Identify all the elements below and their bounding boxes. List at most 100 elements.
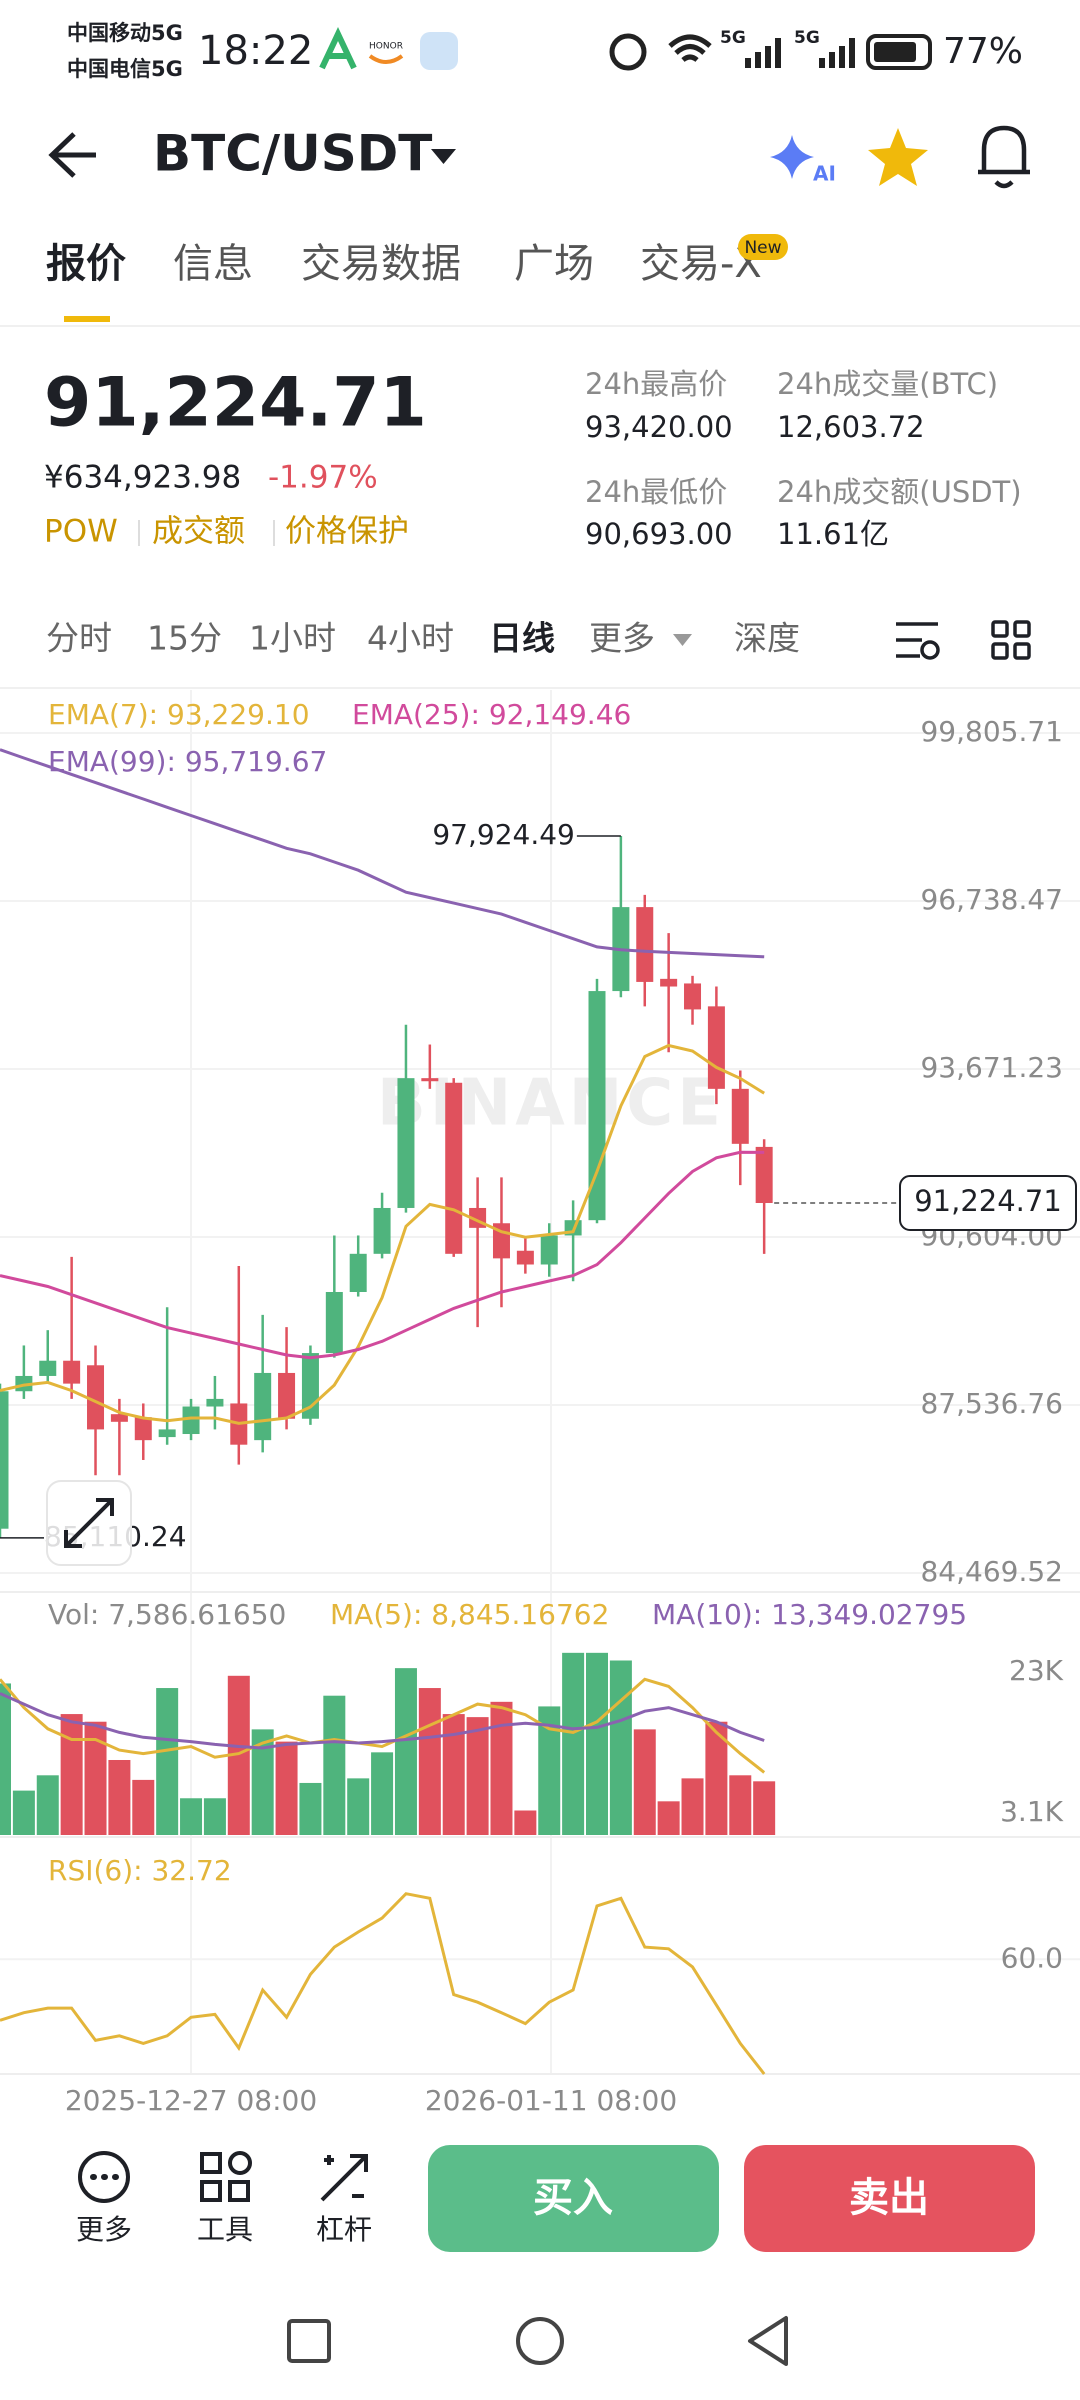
y-tick-label: 87,536.76 <box>920 1387 1063 1420</box>
app-icon <box>319 26 357 70</box>
indicator-line <box>0 1892 766 2075</box>
volume-bar <box>84 1721 107 1835</box>
volume-bar <box>371 1752 394 1835</box>
stat-value: 90,693.00 <box>585 517 733 551</box>
indicator-line <box>0 1043 765 1425</box>
interval[interactable]: 深度 <box>734 619 800 658</box>
buy-button[interactable] <box>428 2145 719 2252</box>
expand-button[interactable] <box>46 1480 132 1566</box>
interval[interactable]: 15分 <box>147 619 222 658</box>
volume-bar <box>705 1721 728 1835</box>
candle-body <box>325 1291 343 1354</box>
candle-body <box>707 1006 725 1089</box>
indicator-line <box>0 1677 766 1774</box>
interval[interactable]: 分时 <box>46 619 112 658</box>
buy-label[interactable]: 买入 <box>533 2175 613 2221</box>
tab[interactable]: 广场 <box>514 241 594 287</box>
more-icon[interactable] <box>78 2151 130 2203</box>
candle-body <box>182 1406 200 1435</box>
network-label: 5G <box>794 28 820 48</box>
volume-bar <box>251 1729 274 1835</box>
volume-bar <box>562 1652 585 1835</box>
volume-bar <box>227 1675 250 1835</box>
toolbar-label[interactable]: 工具 <box>197 2213 253 2246</box>
tag[interactable]: POW <box>44 514 118 550</box>
toolbar-label[interactable]: 杠杆 <box>316 2213 372 2246</box>
tools-icon[interactable] <box>200 2151 252 2202</box>
volume-bar <box>681 1778 704 1835</box>
volume-bar <box>418 1688 441 1835</box>
candle-body <box>516 1250 534 1265</box>
sell-label[interactable]: 卖出 <box>849 2175 929 2221</box>
tab[interactable]: 信息 <box>173 241 253 287</box>
leverage-icon[interactable] <box>320 2154 368 2202</box>
volume-bar <box>490 1701 513 1835</box>
y-tick-label: 84,469.52 <box>920 1555 1063 1588</box>
interval[interactable]: 更多 <box>589 619 655 658</box>
interval[interactable]: 4小时 <box>367 619 454 658</box>
stat-label: 24h成交额(USDT) <box>777 475 1022 509</box>
divider <box>0 1591 1080 1593</box>
y-tick-label: 96,738.47 <box>920 883 1063 916</box>
volume-label: Vol: 7,586.61650 <box>48 1598 286 1631</box>
toolbar-label[interactable]: 更多 <box>76 2213 132 2246</box>
indicator-line <box>0 1150 765 1360</box>
volume-bar <box>12 1790 35 1835</box>
candle-body <box>755 1146 773 1204</box>
interval[interactable]: 日线 <box>489 619 555 658</box>
chart-layer: BINANCE99,805.7196,738.4793,671.2390,604… <box>0 698 1080 2117</box>
candle-body <box>349 1253 367 1292</box>
divider <box>0 687 1080 689</box>
volume-bar <box>753 1781 776 1835</box>
volume-bar <box>299 1782 322 1835</box>
tag[interactable]: 成交额 <box>152 514 245 550</box>
alert-button[interactable] <box>978 125 1030 189</box>
y-tick-label: 23K <box>1009 1654 1064 1687</box>
candle-body <box>421 1078 439 1082</box>
more-dropdown[interactable] <box>673 634 692 646</box>
ai-button[interactable] <box>770 135 814 179</box>
stat-label: 24h最低价 <box>585 475 727 509</box>
last-price-label: 91,224.71 <box>914 1184 1062 1218</box>
candle-body <box>63 1360 81 1384</box>
indicator-line <box>0 748 765 959</box>
indicator-button <box>920 640 940 660</box>
app-icon <box>368 54 404 64</box>
pair-title[interactable]: BTC/USDT <box>153 125 432 183</box>
favorite-button[interactable] <box>868 128 928 186</box>
candle-body <box>134 1417 152 1441</box>
app-icon <box>420 32 458 70</box>
legend-entry: MA(10): 13,349.02795 <box>652 1598 967 1631</box>
back-button[interactable] <box>48 132 96 178</box>
layout-button[interactable] <box>991 620 1031 660</box>
y-tick-label: 3.1K <box>1000 1795 1064 1828</box>
carrier: 中国电信5G <box>67 57 183 81</box>
stat-value: 11.61亿 <box>777 517 889 551</box>
volume-bar <box>538 1706 561 1835</box>
divider <box>0 2073 1080 2075</box>
tag[interactable]: 价格保护 <box>285 514 409 550</box>
pair-dropdown[interactable] <box>431 149 456 164</box>
nav-home[interactable] <box>516 2317 564 2365</box>
battery-icon <box>866 34 932 70</box>
volume-bar <box>347 1778 370 1835</box>
candle-body <box>540 1235 558 1265</box>
new-badge <box>738 234 788 260</box>
candle-body <box>684 983 702 1010</box>
volume-bar <box>729 1775 752 1835</box>
volume-bar <box>203 1798 226 1835</box>
nav-recent[interactable] <box>287 2319 331 2363</box>
sell-button[interactable] <box>744 2145 1035 2252</box>
indicator-button[interactable] <box>896 622 938 658</box>
tab-indicator <box>64 316 110 322</box>
tab[interactable]: 交易数据 <box>301 241 461 287</box>
candle-body <box>397 1078 415 1208</box>
nav-back[interactable] <box>748 2316 788 2366</box>
volume-bar <box>514 1810 537 1835</box>
interval[interactable]: 1小时 <box>249 619 336 658</box>
legend-entry: EMA(99): 95,719.67 <box>48 745 327 778</box>
tab[interactable]: 报价 <box>46 241 126 287</box>
legend-entry: EMA(7): 93,229.10 <box>48 698 310 731</box>
stat-value: 93,420.00 <box>585 410 733 444</box>
